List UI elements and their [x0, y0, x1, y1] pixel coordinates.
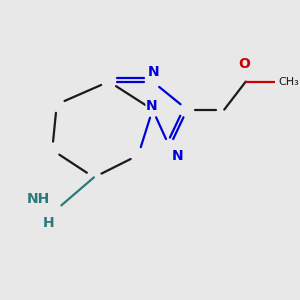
Text: CH₃: CH₃: [278, 77, 299, 87]
Text: N: N: [172, 149, 183, 163]
Text: N: N: [146, 99, 158, 113]
Text: H: H: [43, 217, 54, 230]
Text: NH: NH: [26, 192, 50, 206]
Text: O: O: [238, 57, 250, 71]
Text: N: N: [147, 65, 159, 80]
Text: methyl: methyl: [287, 81, 292, 82]
